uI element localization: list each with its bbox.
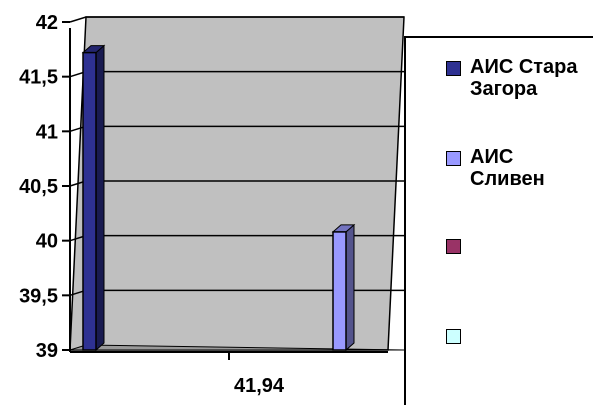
bar xyxy=(331,223,356,352)
bar-front xyxy=(332,231,347,351)
gridline xyxy=(69,16,404,23)
y-ticks: 39 39,5 40 40,5 41 41,5 42 xyxy=(19,12,70,362)
legend: АИС Стара Загора АИС Сливен xyxy=(404,36,593,405)
legend-item xyxy=(446,234,470,254)
legend-item: АИС Стара Загора xyxy=(446,56,580,100)
legend-label: АИС Сливен xyxy=(470,146,545,190)
y-tick-label: 39 xyxy=(36,340,58,362)
legend-swatch xyxy=(446,151,461,166)
legend-item xyxy=(446,324,470,344)
legend-swatch xyxy=(446,329,461,344)
legend-swatch xyxy=(446,61,461,76)
y-tick-label: 41,5 xyxy=(19,67,58,89)
legend-label: АИС Стара Загора xyxy=(470,56,578,100)
bar-side xyxy=(345,223,355,352)
y-tick-label: 40 xyxy=(36,231,58,253)
y-tick-label: 41 xyxy=(36,121,58,143)
y-tick-label: 40,5 xyxy=(19,176,58,198)
bars xyxy=(81,44,356,352)
y-tick-label: 39,5 xyxy=(19,285,58,307)
bar-front xyxy=(82,51,97,351)
x-ticks: 41,94 xyxy=(228,352,285,397)
plot-area: 39 39,5 40 40,5 41 41,5 42 41,94 xyxy=(19,12,405,397)
legend-swatch xyxy=(446,239,461,254)
legend-item: АИС Сливен xyxy=(446,146,580,190)
x-tick-label: 41,94 xyxy=(234,375,285,397)
y-tick-label: 42 xyxy=(36,12,58,34)
bar-side xyxy=(95,44,105,352)
bar xyxy=(81,44,106,352)
